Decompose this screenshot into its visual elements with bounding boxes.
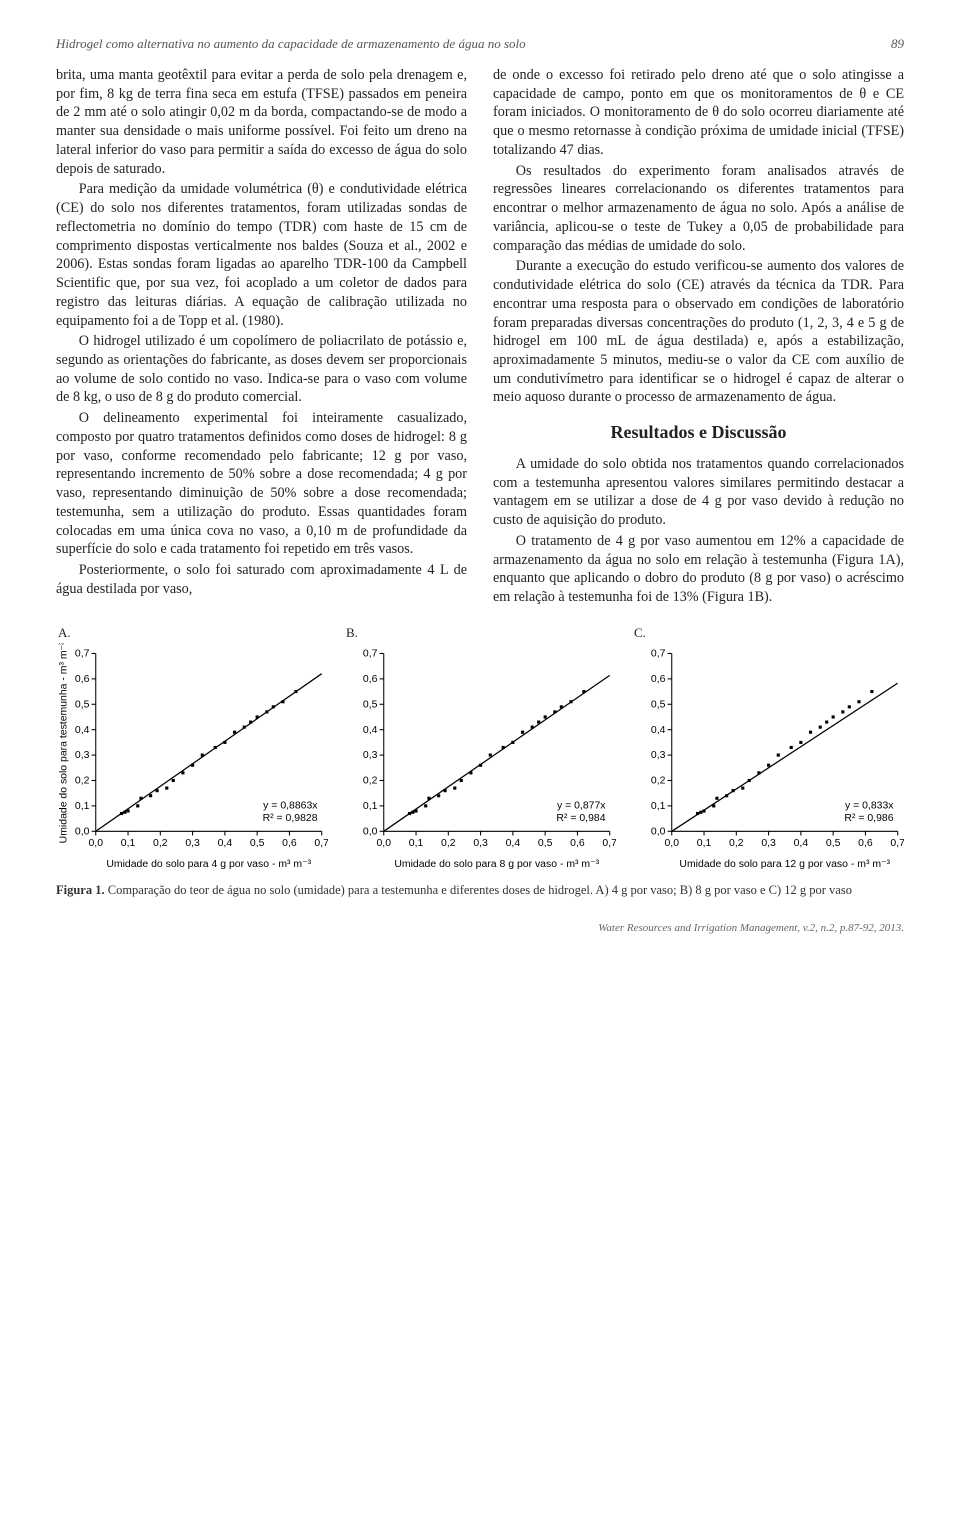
page-number: 89 xyxy=(891,36,904,52)
svg-text:0,7: 0,7 xyxy=(602,838,616,849)
svg-text:0,5: 0,5 xyxy=(250,838,265,849)
body-text: brita, uma manta geotêxtil para evitar a… xyxy=(56,66,904,607)
svg-text:y = 0,877x: y = 0,877x xyxy=(557,800,606,811)
svg-text:R² = 0,986: R² = 0,986 xyxy=(844,813,893,824)
svg-text:0,5: 0,5 xyxy=(826,838,841,849)
paragraph: O hidrogel utilizado é um copolímero de … xyxy=(56,332,467,407)
panel-letter: C. xyxy=(634,625,904,641)
svg-text:0,2: 0,2 xyxy=(441,838,456,849)
svg-text:0,4: 0,4 xyxy=(651,725,666,736)
svg-text:0,2: 0,2 xyxy=(153,838,168,849)
journal-footer: Water Resources and Irrigation Managemen… xyxy=(56,922,904,934)
svg-text:0,6: 0,6 xyxy=(363,674,378,685)
svg-text:0,3: 0,3 xyxy=(185,838,200,849)
svg-text:0,7: 0,7 xyxy=(890,838,904,849)
svg-text:0,1: 0,1 xyxy=(363,801,378,812)
svg-text:0,5: 0,5 xyxy=(538,838,553,849)
paragraph: O delineamento experimental foi inteiram… xyxy=(56,409,467,559)
svg-text:R² = 0,9828: R² = 0,9828 xyxy=(263,813,318,824)
panel-letter: B. xyxy=(346,625,616,641)
svg-text:y = 0,833x: y = 0,833x xyxy=(845,800,894,811)
chart-panel: B.0,00,00,10,10,20,20,30,30,40,40,50,50,… xyxy=(344,625,616,873)
scatter-chart: 0,00,0 0,1 0,1 0,2 0,2 0,3 0,3 0,4 0,4 0,5 0,5 0,6 0… xyxy=(344,643,616,873)
svg-text:0,0: 0,0 xyxy=(376,838,391,849)
svg-text:0,4: 0,4 xyxy=(794,838,809,849)
running-title: Hidrogel como alternativa no aumento da … xyxy=(56,36,526,52)
chart-panel: C.0,00,00,10,10,20,20,30,30,40,40,50,50,… xyxy=(632,625,904,873)
svg-text:Umidade do solo para 8 g por v: Umidade do solo para 8 g por vaso - m³ m… xyxy=(394,859,599,870)
panel-letter: A. xyxy=(58,625,328,641)
svg-text:0,3: 0,3 xyxy=(651,750,666,761)
svg-text:0,0: 0,0 xyxy=(363,826,378,837)
svg-text:0,1: 0,1 xyxy=(697,838,712,849)
scatter-chart: 0,00,0 0,1 0,1 0,2 0,2 0,3 0,3 0,4 0,4 0,5 0,5 0,6 0… xyxy=(632,643,904,873)
svg-text:0,1: 0,1 xyxy=(75,801,90,812)
paragraph: Os resultados do experimento foram anali… xyxy=(493,162,904,256)
svg-text:0,0: 0,0 xyxy=(88,838,103,849)
svg-text:0,2: 0,2 xyxy=(651,775,666,786)
paragraph: Para medição da umidade volumétrica (θ) … xyxy=(56,180,467,330)
figure-caption: Figura 1. Comparação do teor de água no … xyxy=(56,883,904,898)
section-heading: Resultados e Discussão xyxy=(493,421,904,445)
svg-text:0,2: 0,2 xyxy=(363,775,378,786)
figure-1: A.0,00,00,10,10,20,20,30,30,40,40,50,50,… xyxy=(56,625,904,873)
svg-text:0,0: 0,0 xyxy=(651,826,666,837)
svg-text:0,2: 0,2 xyxy=(75,775,90,786)
scatter-chart: 0,00,0 0,1 0,1 0,2 0,2 0,3 0,3 0,4 0,4 0,5 0,5 0,6 0… xyxy=(56,643,328,873)
svg-text:0,3: 0,3 xyxy=(761,838,776,849)
paragraph: de onde o excesso foi retirado pelo dren… xyxy=(493,66,904,160)
svg-text:0,1: 0,1 xyxy=(121,838,136,849)
svg-text:0,3: 0,3 xyxy=(363,750,378,761)
svg-text:0,6: 0,6 xyxy=(570,838,585,849)
svg-text:0,5: 0,5 xyxy=(75,699,90,710)
paragraph: Posteriormente, o solo foi saturado com … xyxy=(56,561,467,598)
svg-text:0,6: 0,6 xyxy=(858,838,873,849)
svg-text:0,4: 0,4 xyxy=(506,838,521,849)
svg-text:Umidade do solo para 12 g por: Umidade do solo para 12 g por vaso - m³ … xyxy=(679,859,890,870)
svg-text:0,5: 0,5 xyxy=(363,699,378,710)
svg-text:0,4: 0,4 xyxy=(363,725,378,736)
svg-text:0,1: 0,1 xyxy=(651,801,666,812)
paragraph: Durante a execução do estudo verificou-s… xyxy=(493,257,904,407)
svg-text:0,0: 0,0 xyxy=(75,826,90,837)
svg-text:0,3: 0,3 xyxy=(473,838,488,849)
svg-text:0,2: 0,2 xyxy=(729,838,744,849)
svg-text:0,4: 0,4 xyxy=(218,838,233,849)
paragraph: O tratamento de 4 g por vaso aumentou em… xyxy=(493,532,904,607)
svg-text:0,6: 0,6 xyxy=(75,674,90,685)
svg-text:0,0: 0,0 xyxy=(664,838,679,849)
svg-text:0,7: 0,7 xyxy=(363,648,378,659)
svg-text:Umidade do solo para 4 g por v: Umidade do solo para 4 g por vaso - m³ m… xyxy=(106,859,311,870)
svg-text:y = 0,8863x: y = 0,8863x xyxy=(263,800,318,811)
svg-text:0,7: 0,7 xyxy=(651,648,666,659)
svg-text:R² = 0,984: R² = 0,984 xyxy=(556,813,605,824)
chart-panel: A.0,00,00,10,10,20,20,30,30,40,40,50,50,… xyxy=(56,625,328,873)
svg-text:0,6: 0,6 xyxy=(651,674,666,685)
svg-text:0,7: 0,7 xyxy=(314,838,328,849)
paragraph: A umidade do solo obtida nos tratamentos… xyxy=(493,455,904,530)
svg-text:0,4: 0,4 xyxy=(75,725,90,736)
svg-text:Umidade do solo para testemunh: Umidade do solo para testemunha - m³ m⁻³ xyxy=(58,643,69,843)
figure-caption-text: Comparação do teor de água no solo (umid… xyxy=(105,883,852,897)
svg-text:0,3: 0,3 xyxy=(75,750,90,761)
svg-text:0,6: 0,6 xyxy=(282,838,297,849)
svg-text:0,1: 0,1 xyxy=(409,838,424,849)
svg-text:0,7: 0,7 xyxy=(75,648,90,659)
figure-caption-label: Figura 1. xyxy=(56,883,105,897)
svg-text:0,5: 0,5 xyxy=(651,699,666,710)
running-head: Hidrogel como alternativa no aumento da … xyxy=(56,36,904,52)
paragraph: brita, uma manta geotêxtil para evitar a… xyxy=(56,66,467,178)
